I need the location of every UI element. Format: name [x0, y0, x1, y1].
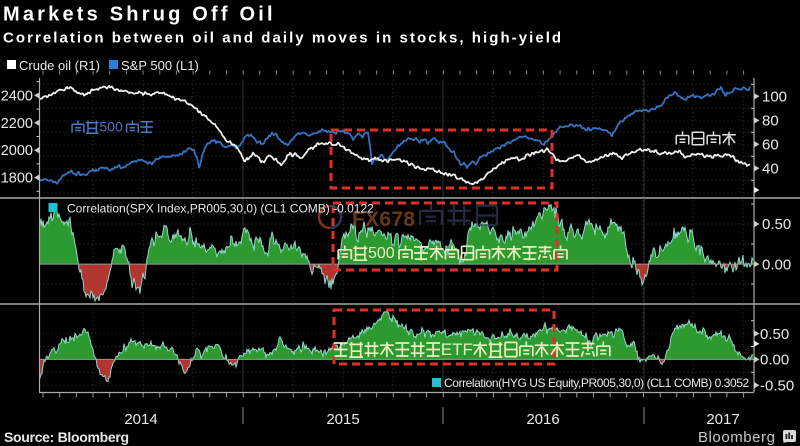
svg-text:2000: 2000 — [1, 143, 33, 159]
svg-text:Bloomberg: Bloomberg — [698, 429, 776, 446]
svg-text:0.50: 0.50 — [760, 326, 789, 343]
svg-text:Correlation(SPX Index,PR005,30: Correlation(SPX Index,PR005,30,0) (CL1 C… — [67, 202, 374, 216]
svg-text:0.00: 0.00 — [762, 256, 791, 273]
svg-text:1800: 1800 — [1, 171, 33, 187]
svg-text:80: 80 — [762, 113, 779, 130]
svg-text:2016: 2016 — [526, 411, 559, 428]
svg-text:0.00: 0.00 — [760, 352, 789, 369]
svg-text:40: 40 — [762, 161, 779, 178]
svg-text:FX678: FX678 — [352, 208, 415, 231]
svg-text:Source: Bloomberg: Source: Bloomberg — [4, 429, 129, 445]
svg-text:2015: 2015 — [326, 411, 359, 428]
svg-text:500: 500 — [368, 245, 395, 262]
svg-text:0.50: 0.50 — [762, 216, 791, 233]
svg-text:S&P 500 (L1): S&P 500 (L1) — [121, 58, 199, 73]
svg-text:2200: 2200 — [1, 116, 33, 132]
svg-text:ETF: ETF — [441, 340, 473, 359]
svg-text:60: 60 — [762, 136, 779, 153]
svg-text:2017: 2017 — [706, 411, 739, 428]
svg-text:500: 500 — [99, 119, 123, 135]
svg-text:2014: 2014 — [124, 411, 157, 428]
svg-text:Correlation(HYG US Equity,PR00: Correlation(HYG US Equity,PR005,30,0) (C… — [444, 376, 750, 390]
svg-text:Crude oil (R1): Crude oil (R1) — [19, 58, 100, 73]
svg-text:2400: 2400 — [1, 88, 33, 104]
svg-text:Markets Shrug Off Oil: Markets Shrug Off Oil — [3, 4, 276, 26]
svg-text:-0.50: -0.50 — [760, 377, 794, 394]
svg-text:Correlation between oil and da: Correlation between oil and daily moves … — [3, 30, 563, 47]
svg-text:100: 100 — [762, 89, 787, 106]
